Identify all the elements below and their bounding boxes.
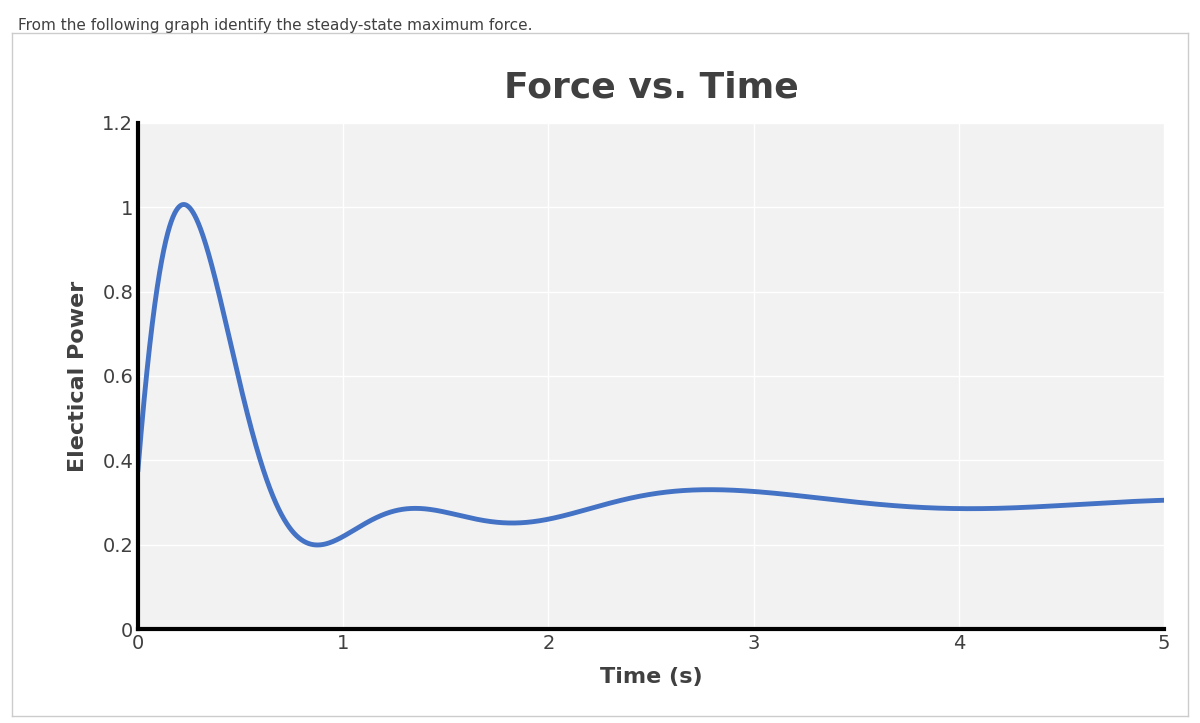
Text: From the following graph identify the steady-state maximum force.: From the following graph identify the st…	[18, 18, 533, 33]
Title: Force vs. Time: Force vs. Time	[504, 71, 798, 105]
Y-axis label: Electical Power: Electical Power	[68, 281, 89, 471]
X-axis label: Time (s): Time (s)	[600, 667, 702, 687]
